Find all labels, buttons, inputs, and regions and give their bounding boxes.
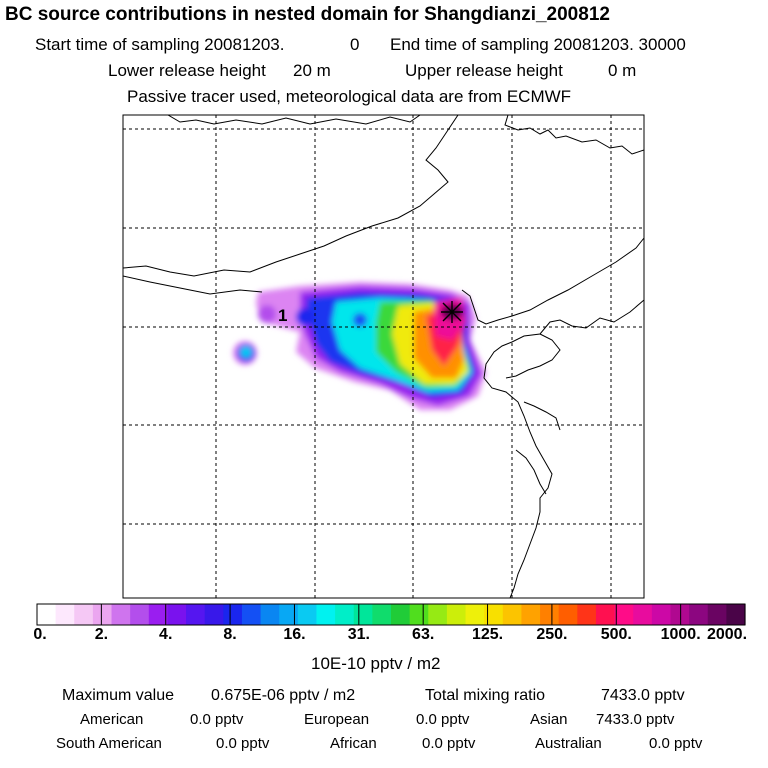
site-label: 1: [278, 306, 287, 325]
blob-left-outer: [258, 305, 276, 323]
colorbar-swatch: [148, 604, 169, 625]
colorbar-swatch: [353, 604, 373, 625]
colorbar-swatch: [391, 604, 411, 625]
colorbar-tick-label: 31.: [347, 626, 370, 643]
colorbar-tick-label: 125.: [471, 626, 504, 643]
colorbar-swatch: [297, 604, 318, 625]
colorbar-tick-label: 0.: [33, 626, 47, 643]
colorbar-swatch: [55, 604, 75, 625]
colorbar-swatch: [186, 604, 206, 625]
total-mixing-label: Total mixing ratio: [425, 687, 546, 704]
colorbar-swatch: [37, 604, 57, 625]
region-name: South American: [56, 735, 162, 752]
colorbar-unit: 10E-10 pptv / m2: [311, 654, 441, 673]
end-time-label: End time of sampling 20081203. 30000: [390, 35, 686, 54]
coastlines: [123, 115, 644, 598]
start-hour-value: 0: [350, 35, 360, 54]
colorbar-swatch: [130, 604, 150, 625]
plot-frame: [122, 114, 645, 599]
colorbar-tick-label: 2000.: [706, 626, 748, 643]
region-name: American: [80, 711, 144, 728]
colorbar-swatch: [74, 604, 94, 625]
chart-title: BC source contributions in nested domain…: [5, 4, 610, 25]
colorbar-swatch: [241, 604, 262, 625]
colorbar-swatch: [484, 604, 504, 625]
colorbar-tick-label: 250.: [536, 626, 568, 643]
colorbar-swatch: [558, 604, 578, 625]
colorbar-tick-label: 1000.: [660, 626, 701, 643]
blob-left-inner: [296, 308, 314, 326]
colorbar-swatch: [446, 604, 467, 625]
colorbar-swatch: [372, 604, 392, 625]
colorbar-swatch: [707, 604, 727, 625]
colorbar-swatch: [614, 604, 634, 625]
colorbar-swatch: [335, 604, 355, 625]
colorbar-swatch: [111, 604, 131, 625]
start-time-label: Start time of sampling 20081203.: [35, 35, 285, 54]
colorbar-swatch: [651, 604, 672, 625]
blob-left2: [353, 313, 367, 327]
max-value-label: Maximum value: [62, 687, 175, 704]
colorbar-swatch: [279, 604, 299, 625]
region-value: 0.0 pptv: [190, 711, 244, 728]
region-value: 0.0 pptv: [416, 711, 470, 728]
colorbar-tick-label: 2.: [94, 626, 109, 643]
colorbar-swatch: [223, 604, 243, 625]
colorbar-swatch: [428, 604, 448, 625]
region-value: 7433.0 pptv: [596, 711, 675, 728]
colorbar-swatch: [204, 604, 224, 625]
colorbar-swatch: [167, 604, 187, 625]
colorbar-swatch: [465, 604, 485, 625]
colorbar-swatch: [502, 604, 523, 625]
colorbar-swatch: [726, 604, 746, 625]
region-value: 0.0 pptv: [422, 735, 476, 752]
lower-release-label: Lower release height: [108, 61, 266, 80]
colorbar-swatch: [540, 604, 560, 625]
concentration-field: [233, 282, 486, 410]
site-marker: [441, 301, 463, 323]
colorbar-frame: [36, 603, 746, 626]
region-name: European: [304, 711, 370, 728]
colorbar-swatch: [633, 604, 653, 625]
tracer-note: Passive tracer used, meteorological data…: [127, 87, 572, 106]
max-value: 0.675E-06 pptv / m2: [211, 687, 356, 704]
colorbar-swatch: [670, 604, 690, 625]
colorbar-swatch: [316, 604, 336, 625]
region-name: Asian: [530, 711, 568, 728]
colorbar-swatch: [260, 604, 280, 625]
upper-release-value: 0 m: [608, 61, 637, 80]
region-name: African: [330, 735, 377, 752]
upper-release-label: Upper release height: [405, 61, 563, 80]
colorbar-swatch: [689, 604, 709, 625]
lower-release-value: 20 m: [293, 61, 331, 80]
colorbar-swatch: [595, 604, 616, 625]
colorbar: [36, 603, 746, 626]
colorbar-tick-label: 16.: [283, 626, 306, 643]
colorbar-tick-label: 500.: [600, 626, 632, 643]
colorbar-swatch: [92, 604, 113, 625]
map-gridlines: [123, 115, 644, 598]
colorbar-swatch: [409, 604, 429, 625]
colorbar-tick-label: 63.: [412, 626, 435, 643]
region-value: 0.0 pptv: [216, 735, 270, 752]
colorbar-swatch: [577, 604, 597, 625]
blob-sw-inner: [240, 346, 252, 358]
region-name: Australian: [535, 735, 602, 752]
colorbar-tick-label: 4.: [159, 626, 173, 643]
total-mixing-value: 7433.0 pptv: [601, 687, 685, 704]
colorbar-tick-label: 8.: [223, 626, 237, 643]
region-value: 0.0 pptv: [649, 735, 703, 752]
colorbar-swatch: [521, 604, 541, 625]
